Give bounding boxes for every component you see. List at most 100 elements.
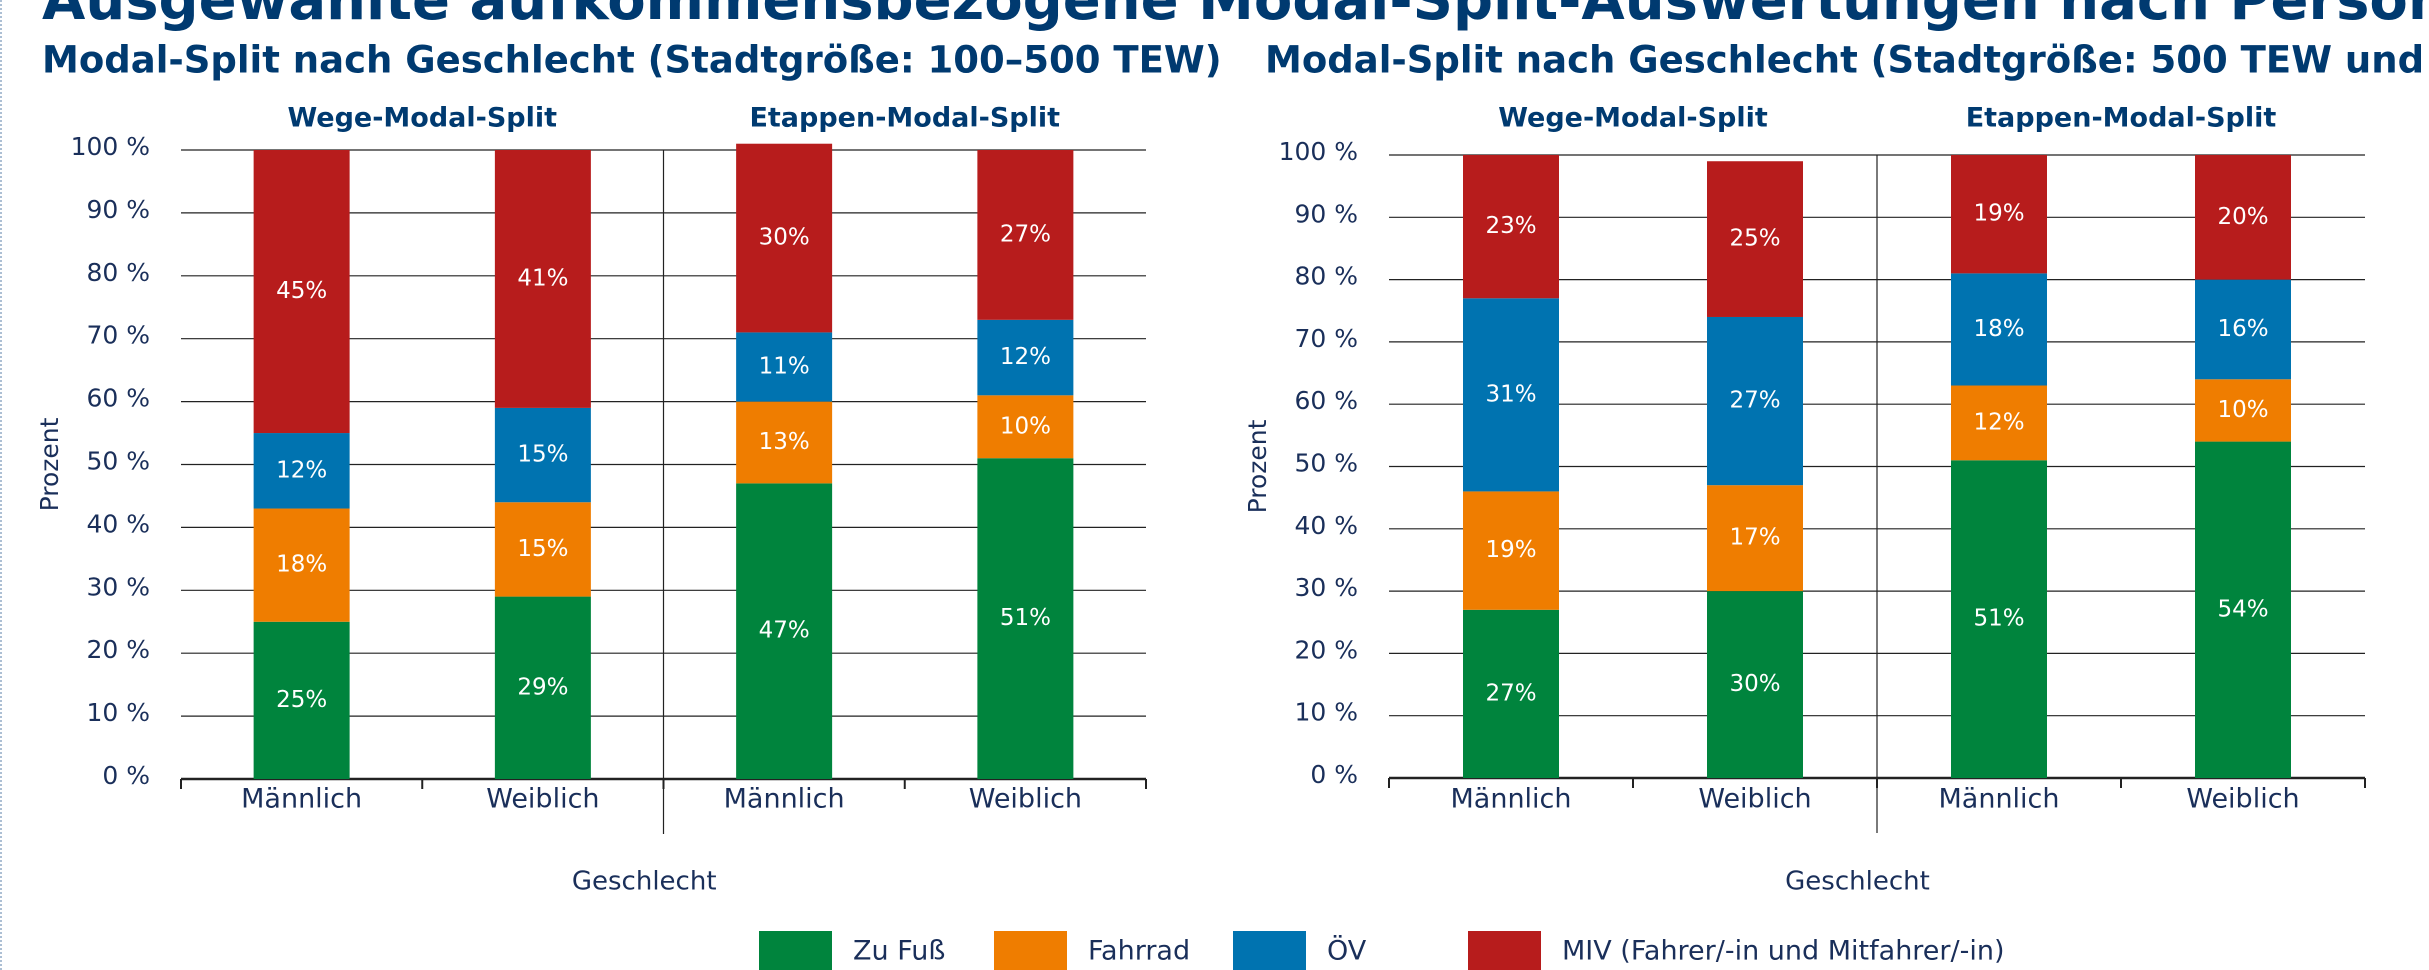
legend-swatch <box>1233 931 1306 970</box>
y-tick-label: 100 % <box>1279 137 1358 166</box>
bar-segment <box>2195 155 2291 280</box>
bar-segment <box>1951 460 2047 778</box>
bar-segment <box>736 143 833 333</box>
bar-segment <box>977 150 1074 320</box>
legend-label: Fahrrad <box>1088 936 1190 967</box>
y-axis-label: Prozent <box>35 417 64 511</box>
legend-label: Zu Fuß <box>853 936 945 967</box>
legend-swatch <box>1468 931 1541 970</box>
data-label: 23% <box>1485 213 1536 239</box>
y-tick-label: 10 % <box>1294 698 1358 727</box>
y-tick-label: 20 % <box>86 635 150 664</box>
bar-segment <box>736 332 833 402</box>
data-label: 47% <box>759 618 810 644</box>
bar-segment <box>1463 491 1559 610</box>
data-label: 41% <box>517 265 568 291</box>
data-label: 12% <box>1000 344 1051 370</box>
bar-segment <box>1463 298 1559 492</box>
data-label: 45% <box>276 278 327 304</box>
legend-label: MIV (Fahrer/-in und Mitfahrer/-in) <box>1562 936 2005 967</box>
y-tick-label: 60 % <box>86 384 150 413</box>
bar-segment <box>1951 385 2047 461</box>
data-label: 10% <box>1000 413 1051 439</box>
bar-segment <box>1951 273 2047 386</box>
y-tick-label: 0 % <box>1310 760 1358 789</box>
data-label: 12% <box>1973 409 2024 435</box>
data-label: 54% <box>2217 596 2268 622</box>
bar-segment <box>494 407 591 503</box>
group-label: Wege-Modal-Split <box>1498 103 1768 134</box>
bar-segment <box>977 458 1074 779</box>
y-tick-label: 80 % <box>1294 262 1358 291</box>
data-label: 25% <box>276 687 327 713</box>
y-tick-label: 60 % <box>1294 386 1358 415</box>
bar-segment <box>977 395 1074 459</box>
chart-title: Modal-Split nach Geschlecht (Stadtgröße:… <box>1265 39 2429 82</box>
data-label: 19% <box>1485 537 1536 563</box>
x-tick-label: Männlich <box>1938 784 2059 815</box>
y-tick-label: 0 % <box>102 761 150 790</box>
data-label: 19% <box>1973 201 2024 227</box>
y-tick-label: 30 % <box>86 572 150 601</box>
y-tick-label: 70 % <box>86 321 150 350</box>
x-tick-label: Männlich <box>1450 784 1571 815</box>
y-tick-label: 50 % <box>86 447 150 476</box>
data-label: 30% <box>1729 671 1780 697</box>
data-label: 51% <box>1000 605 1051 631</box>
y-tick-label: 70 % <box>1294 324 1358 353</box>
bar-segment <box>1707 591 1803 778</box>
y-tick-label: 20 % <box>1294 635 1358 664</box>
y-tick-label: 50 % <box>1294 449 1358 478</box>
legend-swatch <box>994 931 1067 970</box>
data-label: 51% <box>1973 606 2024 632</box>
group-label: Etappen-Modal-Split <box>1966 103 2277 134</box>
y-tick-label: 90 % <box>86 195 150 224</box>
page-title: Ausgewählte aufkommensbezogene Modal-Spl… <box>42 0 2429 33</box>
chart-title: Modal-Split nach Geschlecht (Stadtgröße:… <box>42 39 1222 82</box>
data-label: 15% <box>517 536 568 562</box>
bar-segment <box>736 401 833 484</box>
bar-segment <box>253 508 350 622</box>
bar-segment <box>2195 379 2291 442</box>
bar-segment <box>494 596 591 779</box>
bar-segment <box>2195 279 2291 380</box>
data-label: 27% <box>1729 388 1780 414</box>
legend-swatch <box>759 931 832 970</box>
bar-segment <box>253 150 350 434</box>
x-tick-label: Männlich <box>241 784 362 815</box>
y-tick-label: 80 % <box>86 258 150 287</box>
x-axis-label: Geschlecht <box>1785 867 1930 897</box>
y-tick-label: 90 % <box>1294 199 1358 228</box>
bar-segment <box>977 319 1074 396</box>
bar-segment <box>1707 161 1803 317</box>
y-tick-label: 40 % <box>1294 511 1358 540</box>
data-label: 16% <box>2217 316 2268 342</box>
data-label: 18% <box>1973 316 2024 342</box>
x-tick-label: Weiblich <box>486 784 599 815</box>
bar-segment <box>1707 316 1803 486</box>
data-label: 30% <box>759 225 810 251</box>
data-label: 18% <box>276 552 327 578</box>
bar-segment <box>494 150 591 408</box>
x-tick-label: Weiblich <box>969 784 1082 815</box>
bar-segment <box>494 502 591 597</box>
data-label: 17% <box>1729 525 1780 551</box>
x-tick-label: Weiblich <box>1698 784 1811 815</box>
legend-label: ÖV <box>1327 935 1367 967</box>
data-label: 13% <box>759 429 810 455</box>
bar-segment <box>253 433 350 509</box>
x-tick-label: Männlich <box>724 784 845 815</box>
bar-segment <box>1463 609 1559 778</box>
data-label: 27% <box>1000 221 1051 247</box>
y-axis-label: Prozent <box>1243 419 1272 513</box>
group-label: Wege-Modal-Split <box>287 103 557 134</box>
bar-segment <box>2195 441 2291 778</box>
y-tick-label: 100 % <box>71 132 150 161</box>
data-label: 20% <box>2217 204 2268 230</box>
y-tick-label: 40 % <box>86 509 150 538</box>
data-label: 25% <box>1729 226 1780 252</box>
bar-segment <box>1951 155 2047 274</box>
data-label: 31% <box>1485 381 1536 407</box>
data-label: 12% <box>276 457 327 483</box>
